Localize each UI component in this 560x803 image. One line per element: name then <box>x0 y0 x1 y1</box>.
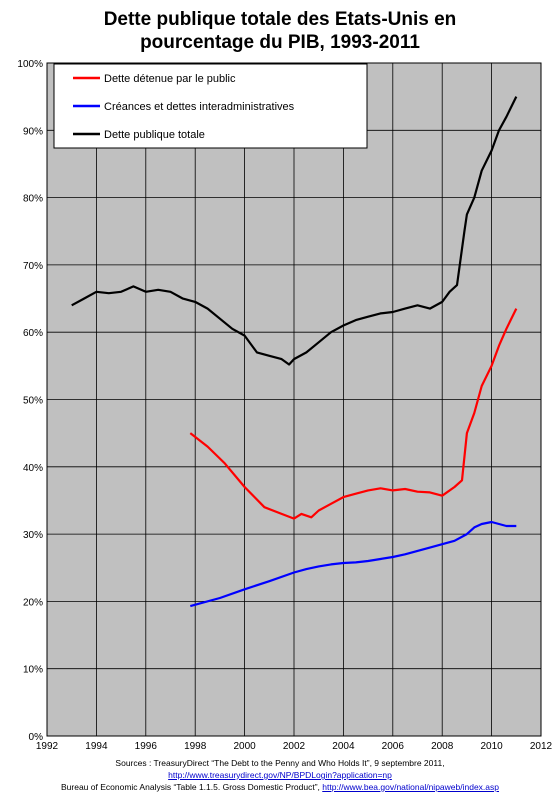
x-tick-label: 1996 <box>135 741 158 752</box>
y-tick-label: 50% <box>23 396 43 407</box>
y-tick-label: 90% <box>23 126 43 137</box>
x-tick-label: 2012 <box>530 741 553 752</box>
legend: Dette détenue par le public Créances et d… <box>53 63 368 149</box>
x-tick-label: 2008 <box>431 741 454 752</box>
x-tick-label: 2000 <box>233 741 256 752</box>
series-line-1 <box>189 308 518 520</box>
y-tick-label: 0% <box>29 732 44 743</box>
chart-title-line1: Dette publique totale des Etats-Unis en <box>103 9 457 30</box>
treasury-link[interactable]: http://www.treasurydirect.gov/NP/BPDLogi… <box>168 770 392 780</box>
y-tick-label: 100% <box>17 59 43 70</box>
sources-line-2: http://www.treasurydirect.gov/NP/BPDLogi… <box>0 769 560 781</box>
x-tick-label: 2002 <box>283 741 306 752</box>
x-tick-label: 2010 <box>480 741 503 752</box>
x-tick-label: 2006 <box>382 741 405 752</box>
x-tick-label: 1992 <box>36 741 59 752</box>
sources-line-1: Sources : TreasuryDirect “The Debt to th… <box>115 758 445 768</box>
y-tick-label: 30% <box>23 530 43 541</box>
y-tick-label: 80% <box>23 194 43 205</box>
y-tick-label: 10% <box>23 665 43 676</box>
line-chart: 1992 1994 1996 1998 2000 2002 2004 2006 2008 2010… <box>17 59 553 752</box>
series-lines <box>71 96 518 608</box>
bea-link[interactable]: http://www.bea.gov/national/nipaweb/inde… <box>322 782 499 792</box>
x-tick-label: 1998 <box>184 741 207 752</box>
y-tick-label: 40% <box>23 463 43 474</box>
legend-label-2: Créances et dettes interadministratives <box>104 101 295 113</box>
series-line-3 <box>71 96 518 366</box>
x-tick-label: 2004 <box>332 741 355 752</box>
legend-label-3: Dette publique totale <box>104 129 205 141</box>
legend-label-1: Dette détenue par le public <box>104 73 236 85</box>
bea-source-text: Bureau of Economic Analysis “Table 1.1.5… <box>61 782 320 792</box>
series-line-2 <box>190 520 517 608</box>
y-tick-label: 60% <box>23 328 43 339</box>
x-tick-labels: 1992 1994 1996 1998 2000 2002 2004 2006 2008 2010… <box>36 741 553 752</box>
y-tick-label: 70% <box>23 261 43 272</box>
chart-title-line2: pourcentage du PIB, 1993-2011 <box>140 32 420 53</box>
x-tick-label: 1994 <box>85 741 108 752</box>
y-tick-label: 20% <box>23 597 43 608</box>
sources-line-3: Bureau of Economic Analysis “Table 1.1.5… <box>0 781 560 793</box>
y-tick-labels: 0% 10% 20% 30% 40% 50% 60% 70% 80% 90% 100% <box>17 59 43 743</box>
legend-box <box>53 63 368 149</box>
